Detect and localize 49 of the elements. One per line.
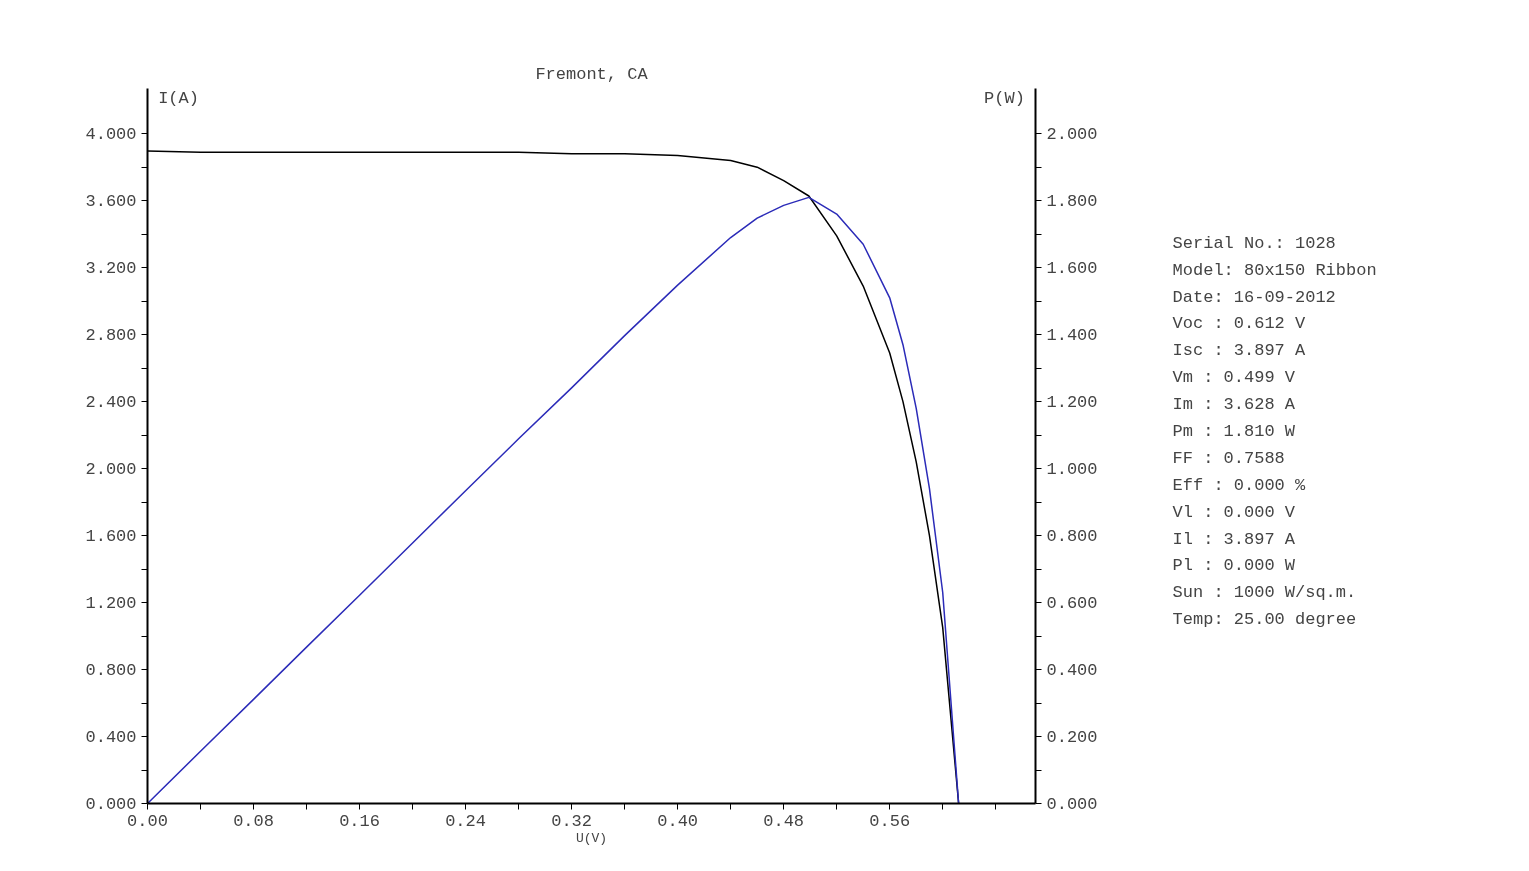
y2-tick-label: 0.600 — [1046, 594, 1098, 614]
y2-tick-label: 1.400 — [1046, 326, 1098, 346]
y2-axis-title: P(W) — [984, 88, 1025, 108]
y-tick-label: 4.000 — [85, 125, 137, 145]
text: FF : 0.7588 — [1172, 448, 1285, 468]
y-tick-label: 3.200 — [85, 259, 137, 279]
text: Sun : 1000 W/sq.m. — [1172, 583, 1357, 603]
y-tick-label: 2.800 — [85, 326, 137, 346]
x-tick-label: 0.48 — [763, 811, 805, 831]
x-tick-label: 0.32 — [551, 811, 593, 831]
y-tick-label: 2.400 — [85, 393, 137, 413]
text: Serial No.: 1028 — [1172, 233, 1336, 253]
y-tick-label: 1.600 — [85, 527, 137, 547]
y-tick-label: 3.600 — [85, 192, 137, 212]
y-tick-label: 1.200 — [85, 594, 137, 614]
y2-tick-label: 1.600 — [1046, 259, 1098, 279]
text: Il : 3.897 A — [1172, 529, 1296, 549]
text: Pl : 0.000 W — [1172, 556, 1296, 576]
y2-tick-label: 0.400 — [1046, 661, 1098, 681]
y2-tick-label: 0.000 — [1046, 795, 1098, 814]
text: Eff : 0.000 % — [1172, 475, 1306, 495]
y2-tick-label: 1.800 — [1046, 192, 1098, 212]
y-tick-label: 0.400 — [85, 728, 137, 748]
y2-tick-label: 2.000 — [1046, 125, 1098, 145]
x-tick-label: 0.24 — [445, 811, 486, 831]
text: Vl : 0.000 V — [1172, 502, 1296, 522]
x-axis-title: U(V) — [575, 830, 608, 846]
text: Pm : 1.810 W — [1172, 422, 1296, 442]
chart-title: Fremont, CA — [535, 64, 649, 84]
text: Isc : 3.897 A — [1172, 341, 1306, 361]
x-tick-label: 0.40 — [657, 811, 699, 831]
text: Vm : 0.499 V — [1172, 368, 1296, 388]
text: Model: 80x150 Ribbon — [1172, 260, 1377, 280]
y2-tick-label: 0.800 — [1046, 527, 1098, 547]
x-tick-label: 0.00 — [127, 811, 168, 831]
text: Voc : 0.612 V — [1172, 314, 1306, 334]
text: Date: 16-09-2012 — [1172, 287, 1336, 307]
y-axis-title: I(A) — [158, 88, 199, 108]
x-tick-label: 0.56 — [869, 811, 911, 831]
y-tick-label: 2.000 — [85, 460, 137, 480]
text: Temp: 25.00 degree — [1172, 610, 1357, 630]
y-tick-label: 0.000 — [85, 795, 137, 814]
y2-tick-label: 1.000 — [1046, 460, 1098, 480]
y2-tick-label: 1.200 — [1046, 393, 1098, 413]
y-tick-label: 0.800 — [85, 661, 137, 681]
x-tick-label: 0.08 — [233, 811, 274, 831]
y2-tick-label: 0.200 — [1046, 728, 1098, 748]
x-tick-label: 0.16 — [339, 811, 380, 831]
text: Im : 3.628 A — [1172, 395, 1296, 415]
